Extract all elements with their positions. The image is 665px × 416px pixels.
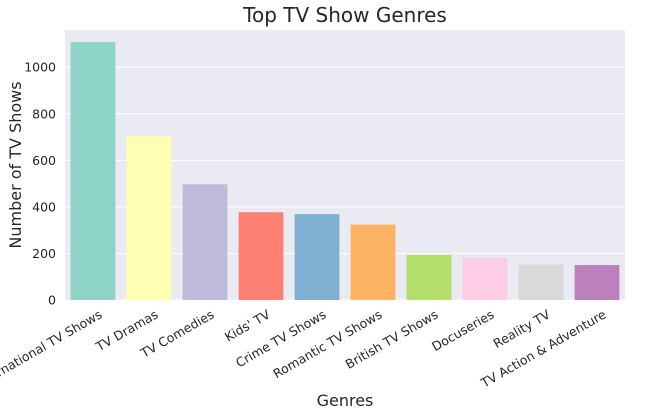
- x-tick-label: International TV Shows: [0, 307, 104, 392]
- bar: [350, 224, 396, 300]
- bar: [70, 42, 116, 300]
- bar: [574, 265, 620, 300]
- y-tick-label: 200: [32, 246, 56, 261]
- chart-title: Top TV Show Genres: [242, 3, 447, 27]
- bar: [462, 257, 508, 300]
- y-tick-label: 600: [32, 153, 56, 168]
- bar: [518, 264, 564, 300]
- y-tick-label: 800: [32, 106, 56, 121]
- y-axis-label: Number of TV Shows: [6, 81, 25, 248]
- bar: [182, 184, 228, 300]
- bar: [238, 212, 284, 300]
- bars: [70, 42, 620, 300]
- x-tick-label: Docuseries: [429, 307, 496, 355]
- y-tick-label: 1000: [24, 60, 56, 75]
- bar: [294, 214, 340, 300]
- bar: [406, 255, 452, 300]
- x-tick-label: British TV Shows: [343, 307, 441, 372]
- y-tick-labels: 0 200 400 600 800 1000: [24, 60, 56, 308]
- y-tick-label: 0: [48, 293, 56, 308]
- x-axis-label: Genres: [317, 391, 374, 410]
- y-tick-label: 400: [32, 199, 56, 214]
- bar: [126, 136, 172, 300]
